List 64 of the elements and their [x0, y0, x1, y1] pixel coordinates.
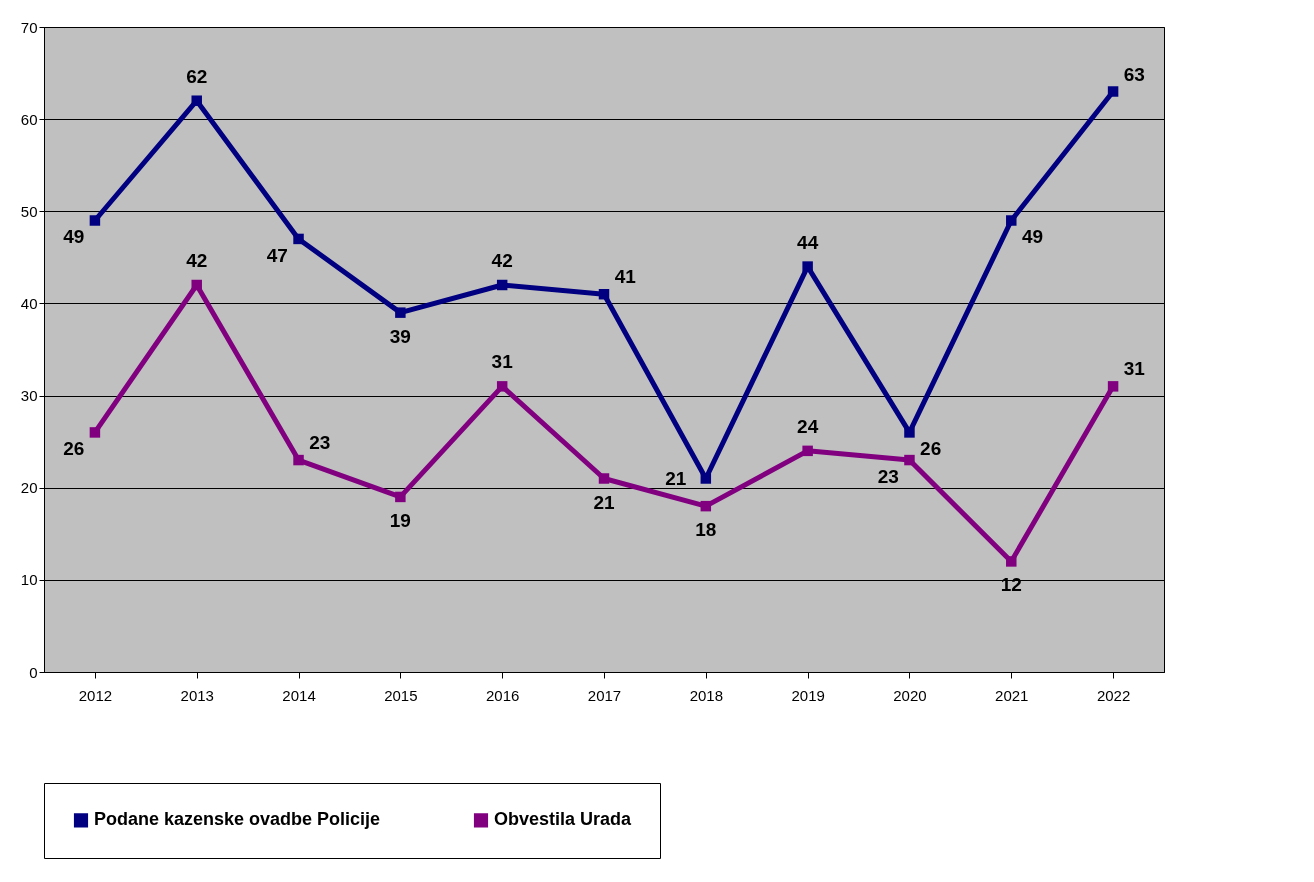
data-label: 21	[665, 467, 687, 489]
point	[1006, 556, 1017, 567]
point	[395, 491, 406, 503]
y-tick-label: 30	[20, 387, 38, 405]
data-label: 26	[63, 438, 85, 460]
point	[904, 427, 915, 438]
point	[598, 288, 610, 300]
y-tick-label: 70	[20, 18, 38, 36]
x-tick-label: 2017	[587, 686, 622, 704]
data-label: 23	[309, 432, 331, 454]
point	[802, 445, 813, 457]
point	[89, 427, 101, 438]
x-tick-label: 2022	[1096, 686, 1131, 704]
y-tick-label: 50	[20, 202, 38, 220]
y-tick-label: 10	[20, 571, 38, 589]
point	[293, 454, 304, 466]
data-label: 49	[1021, 226, 1044, 248]
data-label: 24	[797, 415, 819, 437]
point	[191, 279, 202, 291]
point	[293, 233, 304, 245]
data-label: 42	[186, 250, 208, 271]
point	[1107, 86, 1119, 97]
x-tick-label: 2012	[78, 686, 113, 704]
point	[496, 381, 508, 392]
data-label: 63	[1123, 63, 1145, 85]
y-tick-label: 60	[20, 110, 38, 128]
point	[700, 473, 712, 484]
x-tick-label: 2021	[995, 686, 1029, 704]
y-tick-label: 20	[20, 479, 38, 497]
data-label: 47	[266, 244, 288, 266]
data-label: 31	[1123, 358, 1146, 380]
point	[395, 307, 406, 318]
x-tick-label: 2015	[384, 686, 418, 704]
point	[802, 261, 813, 272]
point	[89, 215, 101, 226]
point	[700, 500, 712, 512]
legend-label: Obvestila Urada	[494, 809, 633, 830]
data-label: 19	[389, 509, 411, 531]
point	[191, 95, 202, 106]
x-tick-label: 2016	[485, 686, 520, 704]
point	[1107, 381, 1119, 392]
data-label: 39	[389, 325, 411, 347]
data-label: 26	[920, 438, 942, 460]
x-tick-label: 2014	[282, 686, 316, 704]
data-label: 31	[491, 351, 514, 373]
data-label: 41	[614, 266, 637, 288]
data-label: 62	[186, 65, 208, 87]
data-label: 49	[63, 226, 85, 248]
x-tick-label: 2013	[180, 686, 214, 704]
y-tick-label: 0	[29, 663, 38, 681]
x-tick-label: 2018	[689, 686, 724, 704]
point	[598, 473, 610, 484]
y-tick-label: 40	[20, 294, 38, 312]
data-label: 23	[877, 466, 899, 488]
x-tick-label: 2019	[791, 686, 825, 704]
data-label: 21	[593, 491, 615, 513]
data-label: 44	[797, 231, 819, 253]
data-label: 18	[695, 519, 717, 541]
point	[496, 279, 508, 291]
data-label: 42	[491, 250, 513, 271]
x-tick-label: 2020	[893, 686, 927, 704]
legend-label: Podane kazenske ovadbe Policije	[94, 809, 381, 830]
point	[904, 454, 915, 466]
point	[1006, 215, 1017, 226]
